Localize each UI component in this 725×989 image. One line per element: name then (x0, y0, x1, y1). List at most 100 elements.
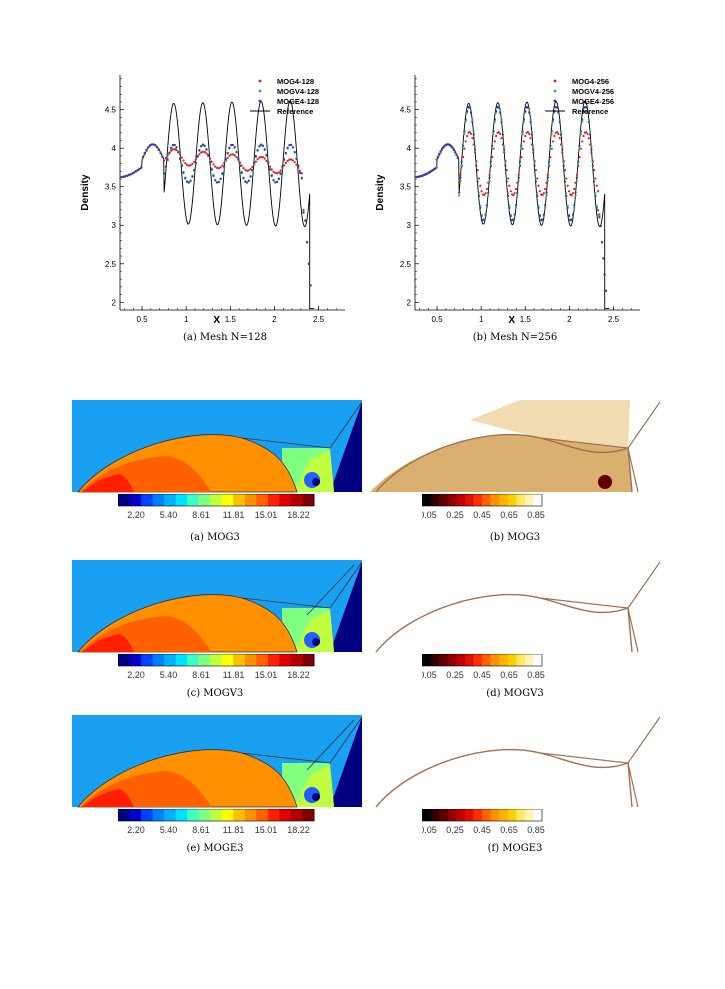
data-point (184, 177, 187, 180)
data-point (536, 194, 539, 198)
colorbar-swatch (533, 494, 543, 506)
colorbar-swatch (187, 809, 200, 821)
data-point (477, 194, 481, 198)
y-axis-label: Density (375, 174, 386, 211)
colorbar-swatch (256, 654, 269, 666)
colorbar-tick-label: 11.81 (223, 670, 245, 680)
colorbar-swatch (507, 494, 517, 506)
data-point (508, 206, 511, 209)
data-point (458, 181, 461, 184)
data-point (587, 118, 590, 121)
colorbar-swatch (447, 809, 457, 821)
data-point (279, 169, 282, 172)
data-point (520, 147, 523, 150)
colorbar-swatch (187, 654, 200, 666)
data-point (473, 148, 477, 151)
vortex-marker (598, 475, 612, 489)
data-point (302, 211, 305, 214)
colorbar-swatch (439, 494, 449, 506)
density-colorbar-a: 2.20 5.40 8.61 11.81 15.01 18.22 (118, 494, 315, 520)
data-point (201, 143, 205, 146)
data-point (581, 140, 584, 143)
data-point (585, 106, 588, 109)
colorbar-tick-label: 5.40 (160, 825, 178, 835)
data-point (244, 180, 247, 183)
data-point (305, 241, 309, 244)
series-moge4-256 (415, 105, 608, 292)
core-region (82, 789, 134, 807)
colorbar-swatch (490, 654, 500, 666)
colorbar-frame (422, 494, 543, 507)
data-point (598, 216, 601, 219)
data-point (544, 204, 547, 207)
colorbar-swatch (430, 654, 440, 666)
colorbar-swatch (175, 494, 188, 506)
colorbar-swatch (129, 654, 142, 666)
data-point (175, 149, 178, 152)
caption-contour-5: (f) MOGE3 (487, 843, 543, 854)
data-point (473, 151, 477, 154)
x-tick-label: 2 (567, 315, 572, 324)
data-point (450, 145, 453, 148)
colorbar-swatch (524, 494, 534, 506)
data-point (284, 151, 287, 154)
data-point (275, 172, 279, 175)
data-point (501, 130, 504, 133)
data-point (506, 192, 510, 195)
colorbar-swatch (422, 809, 432, 821)
y-tick-label: 4.5 (400, 106, 412, 115)
data-point (495, 134, 498, 138)
colorbar-swatch (198, 654, 211, 666)
data-point (545, 194, 548, 197)
data-point (468, 130, 471, 134)
colorbar-swatch (499, 809, 509, 821)
data-point (465, 134, 469, 138)
data-point (260, 143, 263, 146)
data-point (464, 140, 467, 143)
data-point (177, 151, 180, 154)
data-point (272, 179, 275, 182)
data-point (125, 174, 129, 177)
data-point (472, 143, 475, 146)
data-point (150, 143, 153, 146)
data-point (553, 134, 556, 138)
colorbar-swatch (430, 809, 440, 821)
data-point (460, 163, 463, 166)
shock-line (241, 401, 362, 449)
colorbar-tick-label: 0.05 (422, 825, 437, 835)
colorbar-swatch (244, 494, 257, 506)
colorbar-swatch (129, 494, 142, 506)
data-point (567, 215, 571, 218)
data-point (143, 151, 146, 155)
data-point (530, 130, 534, 133)
data-point (549, 156, 552, 159)
data-point (514, 187, 518, 191)
data-point (549, 147, 552, 150)
data-point (180, 164, 183, 168)
colorbar-swatch (129, 809, 142, 821)
colorbar-tick-label: 11.81 (223, 825, 245, 835)
data-point (173, 143, 176, 147)
caption-contour-4: (e) MOGE3 (186, 843, 244, 854)
data-point (476, 180, 479, 183)
data-point (512, 218, 515, 221)
colorbar-tick-label: 18.22 (287, 670, 310, 680)
colorbar-swatch (152, 654, 165, 666)
data-point (435, 158, 438, 161)
colorbar-swatch (473, 494, 483, 506)
colorbar-tick-label: 8.61 (192, 510, 210, 520)
data-point (173, 148, 176, 151)
data-point (263, 148, 266, 151)
colorbar-swatch (279, 654, 292, 666)
data-point (595, 206, 598, 209)
data-point (508, 184, 511, 187)
data-point (578, 156, 581, 159)
series-reference-line (120, 100, 315, 309)
data-point (581, 118, 584, 121)
data-point (534, 177, 537, 180)
data-point (154, 144, 157, 147)
data-point (521, 130, 524, 133)
y-tick-label: 4 (112, 144, 117, 153)
data-point (309, 284, 312, 287)
shock-line (241, 561, 362, 609)
